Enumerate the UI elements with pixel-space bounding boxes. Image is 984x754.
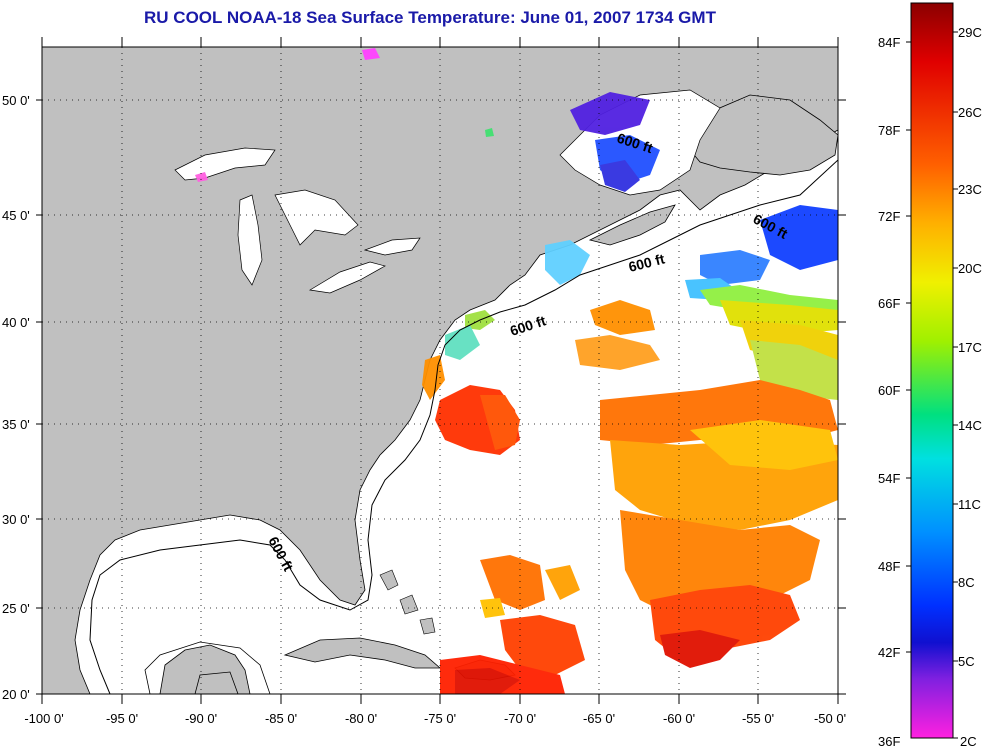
graticule bbox=[42, 47, 838, 694]
colorbar bbox=[910, 2, 954, 739]
land-nova-scotia bbox=[588, 204, 676, 246]
lat-tick-label: 30 0' bbox=[2, 512, 30, 527]
lon-tick-label: -50 0' bbox=[814, 711, 846, 726]
tick-marks bbox=[36, 37, 846, 704]
lon-tick-label: -70 0' bbox=[504, 711, 536, 726]
colorbar-f-labels: 84F 78F 72F 66F 60F 54F 48F 42F 36F bbox=[878, 35, 900, 749]
lake-huron bbox=[274, 189, 359, 246]
colorbar-f-label: 48F bbox=[878, 559, 900, 574]
lon-tick-label: -75 0' bbox=[424, 711, 456, 726]
lon-tick-label: -80 0' bbox=[345, 711, 377, 726]
colorbar-f-label: 54F bbox=[878, 471, 900, 486]
lon-tick-label: -65 0' bbox=[583, 711, 615, 726]
colorbar-c-label: 11C bbox=[958, 497, 981, 512]
colorbar-c-label: 5C bbox=[958, 654, 975, 669]
lake-ontario bbox=[363, 237, 421, 256]
colorbar-f-label: 66F bbox=[878, 296, 900, 311]
colorbar-f-label: 60F bbox=[878, 383, 900, 398]
colorbar-f-label: 42F bbox=[878, 645, 900, 660]
map-title: RU COOL NOAA-18 Sea Surface Temperature:… bbox=[144, 8, 716, 27]
lat-tick-label: 40 0' bbox=[2, 315, 30, 330]
colorbar-ticks bbox=[906, 31, 958, 739]
lat-tick-label: 35 0' bbox=[2, 417, 30, 432]
colorbar-c-label: 2C bbox=[960, 734, 977, 749]
lon-tick-label: -95 0' bbox=[106, 711, 138, 726]
land-newfoundland bbox=[689, 94, 838, 176]
colorbar-c-label: 20C bbox=[958, 261, 982, 276]
lon-tick-label: -90 0' bbox=[185, 711, 217, 726]
colorbar-c-label: 14C bbox=[958, 418, 982, 433]
lon-tick-label: -60 0' bbox=[663, 711, 695, 726]
lon-tick-labels: -100 0' -95 0' -90 0' -85 0' -80 0' -75 … bbox=[24, 711, 846, 726]
lake-superior bbox=[174, 147, 276, 181]
colorbar-c-labels: 29C 26C 23C 20C 17C 14C 11C 8C 5C 2C bbox=[958, 25, 982, 749]
lon-tick-label: -100 0' bbox=[24, 711, 63, 726]
colorbar-f-label: 78F bbox=[878, 123, 900, 138]
colorbar-c-label: 26C bbox=[958, 105, 982, 120]
lake-michigan bbox=[237, 194, 263, 286]
lat-tick-label: 45 0' bbox=[2, 208, 30, 223]
colorbar-f-label: 84F bbox=[878, 35, 900, 50]
colorbar-c-label: 17C bbox=[958, 340, 982, 355]
lon-tick-label: -85 0' bbox=[265, 711, 297, 726]
isobath-600ft bbox=[89, 159, 838, 694]
colorbar-c-label: 23C bbox=[958, 182, 982, 197]
colorbar-c-label: 29C bbox=[958, 25, 982, 40]
colorbar-f-label: 36F bbox=[878, 734, 900, 749]
lat-tick-labels: 20 0' 25 0' 30 0' 35 0' 40 0' 45 0' 50 0… bbox=[2, 93, 30, 702]
lake-erie bbox=[308, 261, 386, 294]
isobath-600ft-inner bbox=[144, 641, 271, 694]
lon-tick-label: -55 0' bbox=[742, 711, 774, 726]
colorbar-c-label: 8C bbox=[958, 575, 975, 590]
land-yucatan-tip bbox=[194, 671, 239, 694]
colorbar-f-label: 72F bbox=[878, 209, 900, 224]
sst-data-layer bbox=[195, 48, 838, 694]
lat-tick-label: 50 0' bbox=[2, 93, 30, 108]
lat-tick-label: 25 0' bbox=[2, 601, 30, 616]
lat-tick-label: 20 0' bbox=[2, 687, 30, 702]
land-bahamas bbox=[379, 569, 436, 635]
